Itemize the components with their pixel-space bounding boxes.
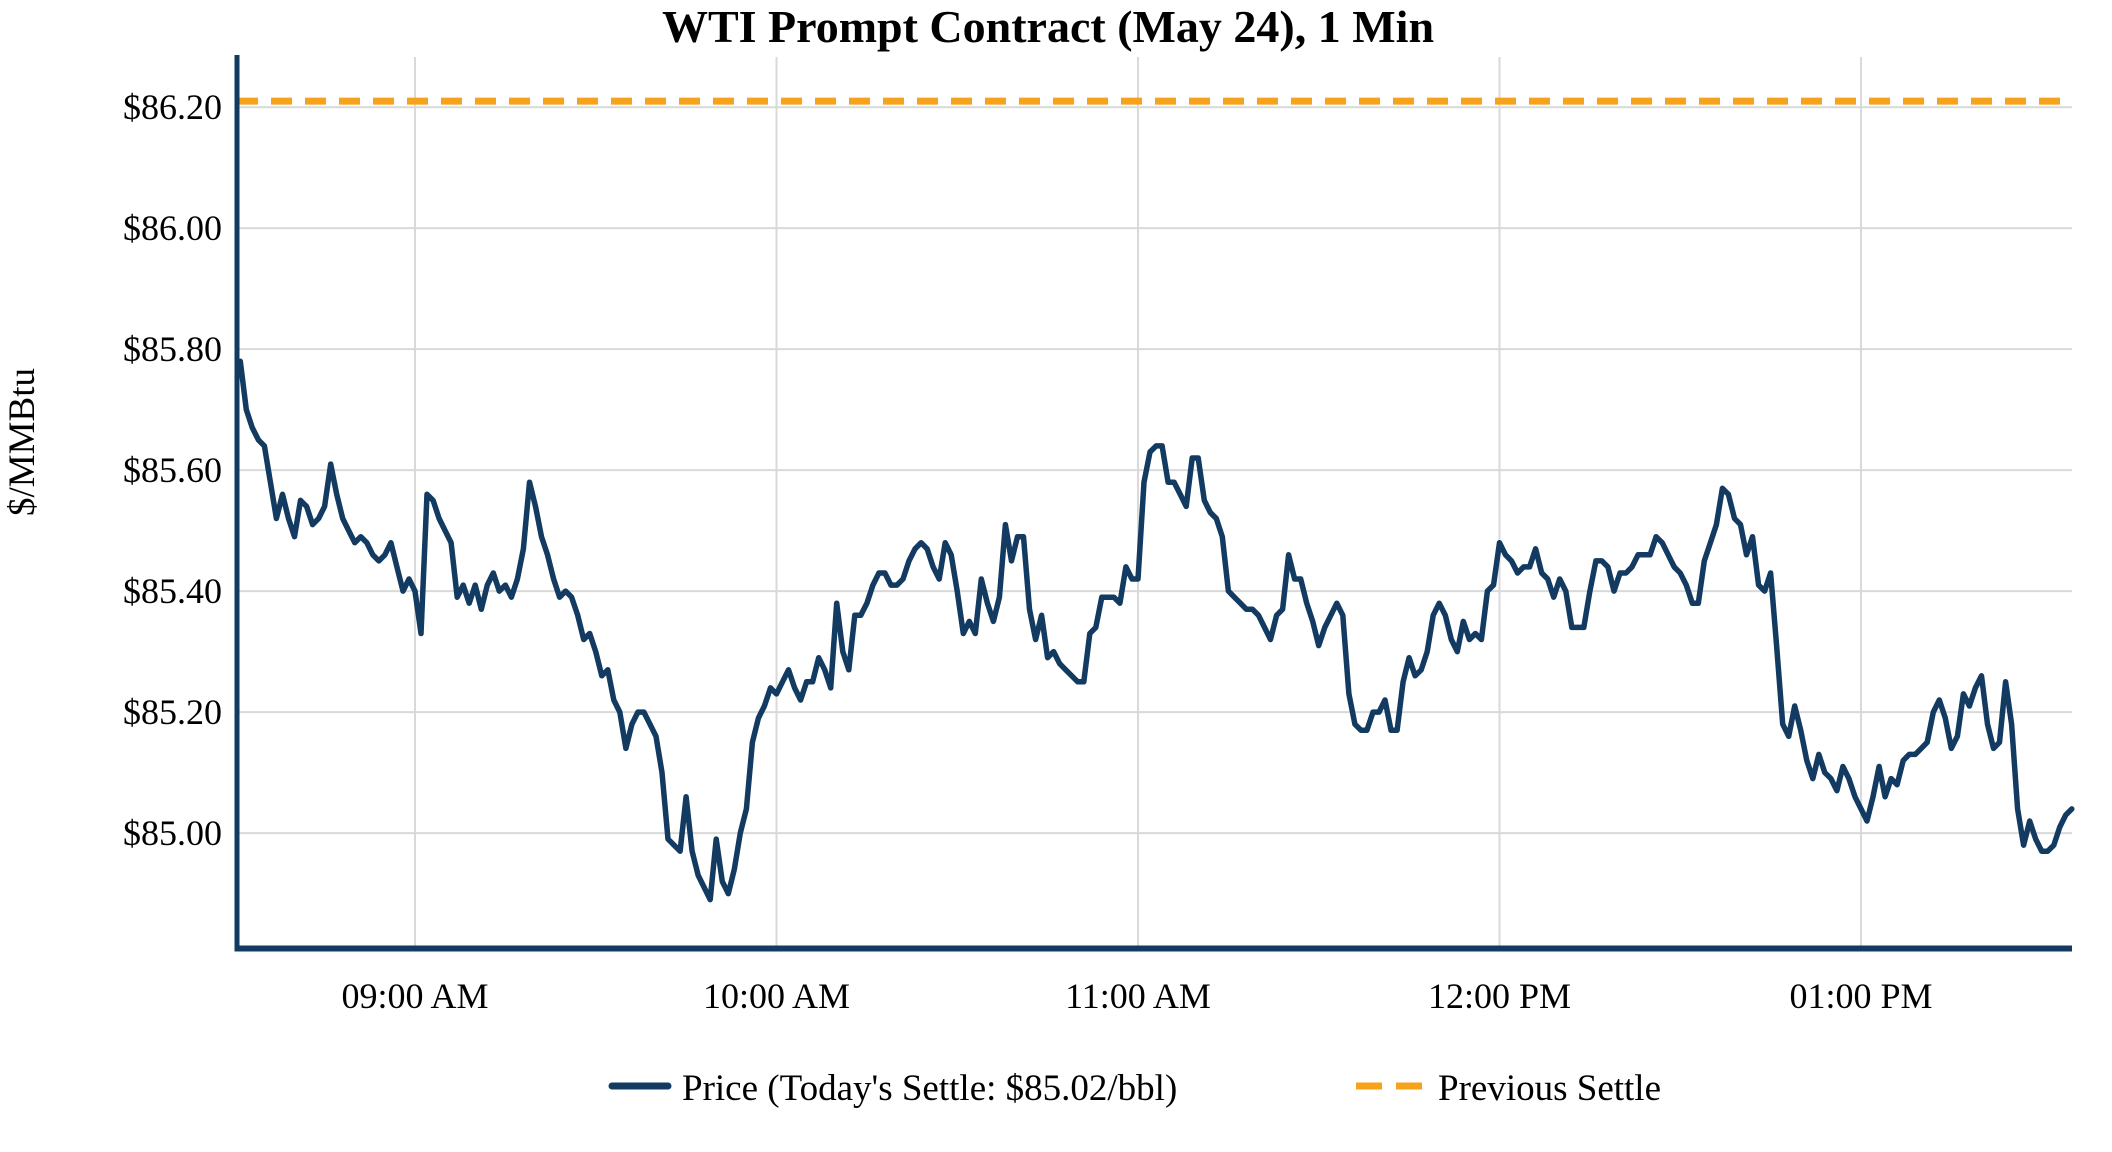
y-axis-unit-label: $/MMBtu bbox=[2, 368, 43, 516]
x-axis-tick-labels: 09:00 AM 10:00 AM 11:00 AM 12:00 PM 01:00 PM bbox=[341, 976, 1932, 1016]
x-tick-label: 01:00 PM bbox=[1789, 976, 1932, 1016]
y-tick-label: $85.40 bbox=[123, 571, 222, 611]
x-tick-label: 12:00 PM bbox=[1428, 976, 1571, 1016]
chart-title: WTI Prompt Contract (May 24), 1 Min bbox=[662, 1, 1434, 52]
price-line bbox=[237, 358, 2075, 903]
y-axis-tick-labels: $86.20 $86.00 $85.80 $85.60 $85.40 $85.20 $85.… bbox=[123, 87, 222, 853]
x-tick-label: 10:00 AM bbox=[703, 976, 850, 1016]
y-tick-label: $86.20 bbox=[123, 87, 222, 127]
legend-previous-settle-label: Previous Settle bbox=[1438, 1068, 1661, 1109]
x-tick-label: 11:00 AM bbox=[1065, 976, 1211, 1016]
vertical-gridlines bbox=[414, 57, 1862, 948]
y-tick-label: $85.80 bbox=[123, 329, 222, 369]
y-tick-label: $85.00 bbox=[123, 813, 222, 853]
x-tick-label: 09:00 AM bbox=[341, 976, 488, 1016]
y-tick-label: $86.00 bbox=[123, 208, 222, 248]
y-tick-label: $85.60 bbox=[123, 450, 222, 490]
legend: Price (Today's Settle: $85.02/bbl) Previ… bbox=[608, 1068, 1661, 1109]
legend-price-label: Price (Today's Settle: $85.02/bbl) bbox=[682, 1068, 1177, 1109]
horizontal-gridlines bbox=[237, 106, 2072, 835]
y-tick-label: $85.20 bbox=[123, 692, 222, 732]
